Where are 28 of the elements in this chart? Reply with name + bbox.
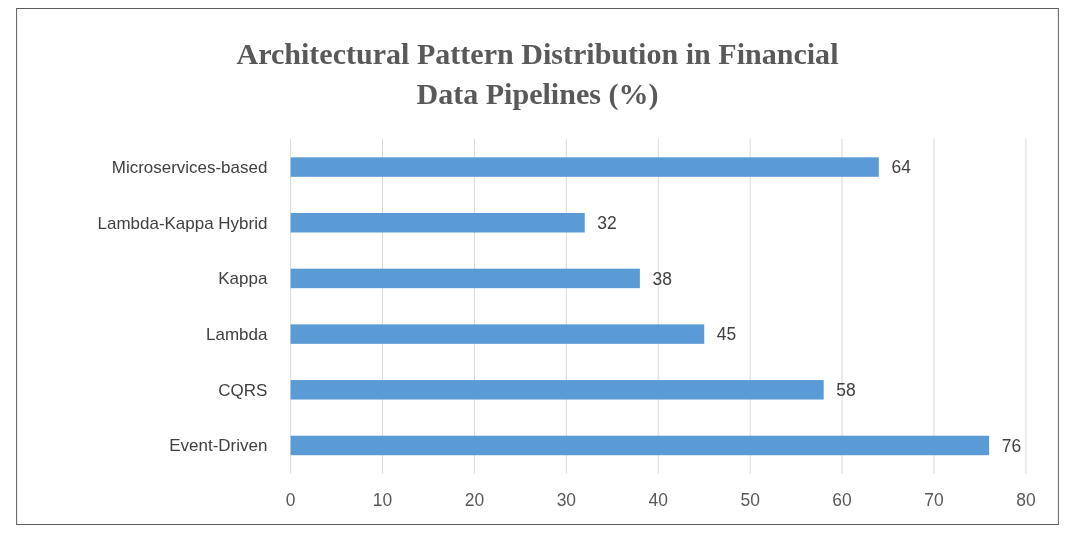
y-tick-label: CQRS <box>218 380 268 400</box>
x-tick-label: 0 <box>285 489 296 510</box>
data-label: 64 <box>891 157 912 178</box>
bar <box>290 268 640 289</box>
bar <box>290 213 585 233</box>
chart-title: Architectural Pattern Distribution in Financial Data Pipelines (%) <box>236 37 839 112</box>
data-label: 58 <box>836 379 856 400</box>
y-tick-label: Lambda-Kappa Hybrid <box>97 213 268 233</box>
data-label: 32 <box>597 212 617 233</box>
bar <box>290 324 705 344</box>
data-label: 45 <box>716 324 737 345</box>
x-tick-label: 60 <box>832 489 853 510</box>
y-tick-label: Microservices-based <box>111 158 268 178</box>
x-tick-label: 80 <box>1016 489 1036 510</box>
y-tick-label: Lambda <box>206 325 268 345</box>
data-label: 76 <box>1001 435 1022 456</box>
x-tick-label: 20 <box>464 489 485 510</box>
bar <box>290 380 824 400</box>
x-tick-label: 30 <box>556 489 577 510</box>
data-label: 38 <box>652 268 672 289</box>
x-tick-label: 40 <box>648 489 669 510</box>
x-tick-label: 50 <box>740 489 761 510</box>
y-tick-label: Kappa <box>218 269 268 289</box>
bar <box>290 435 990 456</box>
x-tick-label: 10 <box>372 489 393 510</box>
bar <box>290 157 879 177</box>
x-tick-label: 70 <box>924 489 944 510</box>
y-tick-label: Event-Driven <box>169 436 268 456</box>
